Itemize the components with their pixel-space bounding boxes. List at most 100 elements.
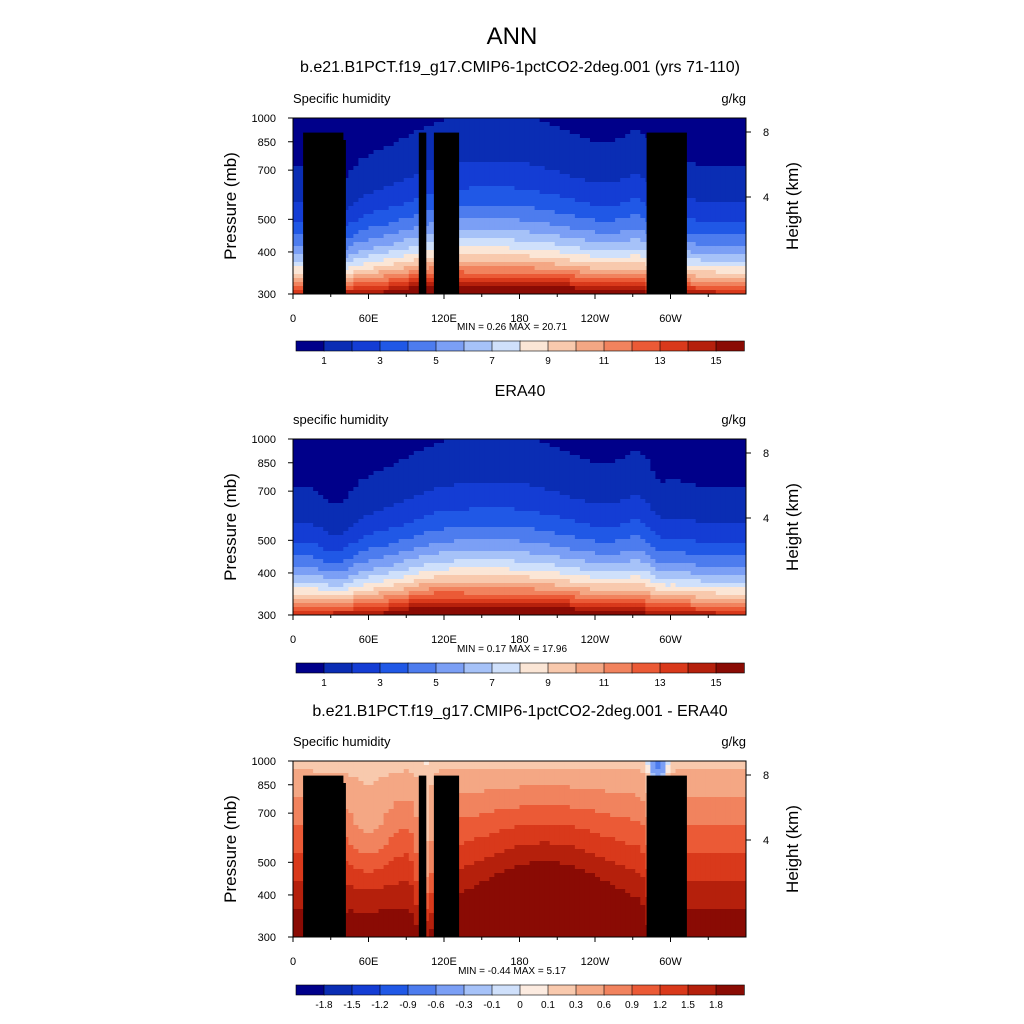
contour-cell [595, 138, 601, 143]
contour-cell [459, 154, 465, 159]
contour-cell [303, 463, 309, 468]
contour-cell [418, 126, 425, 131]
contour-cell [579, 214, 586, 219]
contour-cell [610, 186, 616, 191]
contour-cell [403, 254, 410, 259]
contour-cell [514, 455, 521, 460]
contour-cell [514, 258, 521, 263]
contour-cell [353, 214, 360, 219]
contour-cell [348, 186, 354, 191]
contour-cell [323, 439, 329, 444]
contour-cell [383, 455, 390, 460]
contour-cell [735, 198, 742, 203]
contour-cell [328, 118, 334, 123]
contour-cell [740, 459, 746, 464]
contour-cell [343, 202, 349, 207]
contour-cell [393, 242, 400, 247]
contour-cell [423, 122, 430, 127]
contour-cell [438, 118, 445, 123]
contour-cell [519, 162, 526, 167]
contour-cell [464, 286, 470, 291]
contour-cell [293, 126, 299, 131]
contour-cell [313, 451, 319, 456]
contour-cell [620, 162, 626, 167]
contour-cell [504, 286, 511, 291]
contour-cell [685, 266, 692, 271]
contour-cell [574, 270, 581, 275]
contour-cell [730, 138, 737, 143]
contour-cell [584, 174, 591, 179]
contour-cell [554, 258, 561, 263]
contour-cell [635, 122, 641, 127]
contour-cell [620, 439, 626, 444]
contour-cell [620, 455, 626, 460]
contour-cell [554, 150, 561, 155]
contour-cell [363, 198, 370, 203]
contour-cell [529, 134, 536, 139]
contour-cell [323, 130, 329, 135]
contour-cell [358, 182, 365, 187]
contour-cell [589, 118, 596, 123]
contour-cell [685, 126, 692, 131]
contour-cell [685, 190, 692, 195]
contour-cell [408, 451, 415, 456]
contour-cell [388, 475, 395, 480]
contour-cell [579, 479, 586, 484]
contour-cell [610, 443, 616, 448]
contour-cell [474, 262, 480, 267]
contour-cell [700, 455, 707, 460]
contour-cell [378, 150, 385, 155]
contour-cell [494, 174, 500, 179]
contour-cell [313, 439, 319, 444]
contour-cell [615, 130, 621, 135]
contour-cell [605, 150, 611, 155]
contour-cell [539, 206, 546, 211]
contour-cell [398, 178, 405, 183]
contour-cell [494, 190, 500, 195]
contour-cell [569, 198, 576, 203]
contour-cell [635, 166, 641, 171]
contour-cell [690, 186, 697, 191]
contour-cell [398, 451, 405, 456]
contour-cell [630, 266, 636, 271]
contour-cell [408, 234, 415, 239]
contour-cell [368, 142, 375, 147]
contour-cell [589, 218, 596, 223]
contour-cell [564, 186, 571, 191]
contour-cell [630, 194, 636, 199]
contour-cell [690, 262, 697, 267]
contour-cell [600, 202, 606, 207]
contour-cell [524, 246, 531, 251]
contour-cell [625, 170, 631, 175]
contour-cell [514, 463, 521, 468]
contour-cell [720, 178, 727, 183]
contour-cell [735, 447, 742, 452]
contour-cell [640, 190, 646, 195]
contour-cell [645, 447, 651, 452]
contour-cell [715, 186, 722, 191]
contour-cell [298, 242, 304, 247]
contour-cell [428, 443, 435, 448]
contour-cell [514, 182, 521, 187]
contour-cell [610, 158, 616, 163]
contour-cell [735, 178, 742, 183]
contour-cell [368, 214, 375, 219]
contour-cell [368, 278, 375, 283]
contour-cell [640, 451, 646, 456]
contour-cell [544, 471, 551, 476]
contour-cell [388, 190, 395, 195]
contour-cell [600, 274, 606, 279]
contour-cell [725, 158, 732, 163]
contour-cell [529, 475, 536, 480]
contour-cell [479, 194, 485, 199]
contour-cell [715, 138, 722, 143]
contour-cell [700, 174, 707, 179]
contour-cell [740, 210, 746, 215]
contour-cell [695, 455, 702, 460]
contour-cell [685, 174, 692, 179]
contour-cell [564, 202, 571, 207]
contour-cell [685, 270, 692, 275]
contour-cell [569, 150, 576, 155]
contour-cell [469, 270, 475, 275]
contour-cell [388, 242, 395, 247]
